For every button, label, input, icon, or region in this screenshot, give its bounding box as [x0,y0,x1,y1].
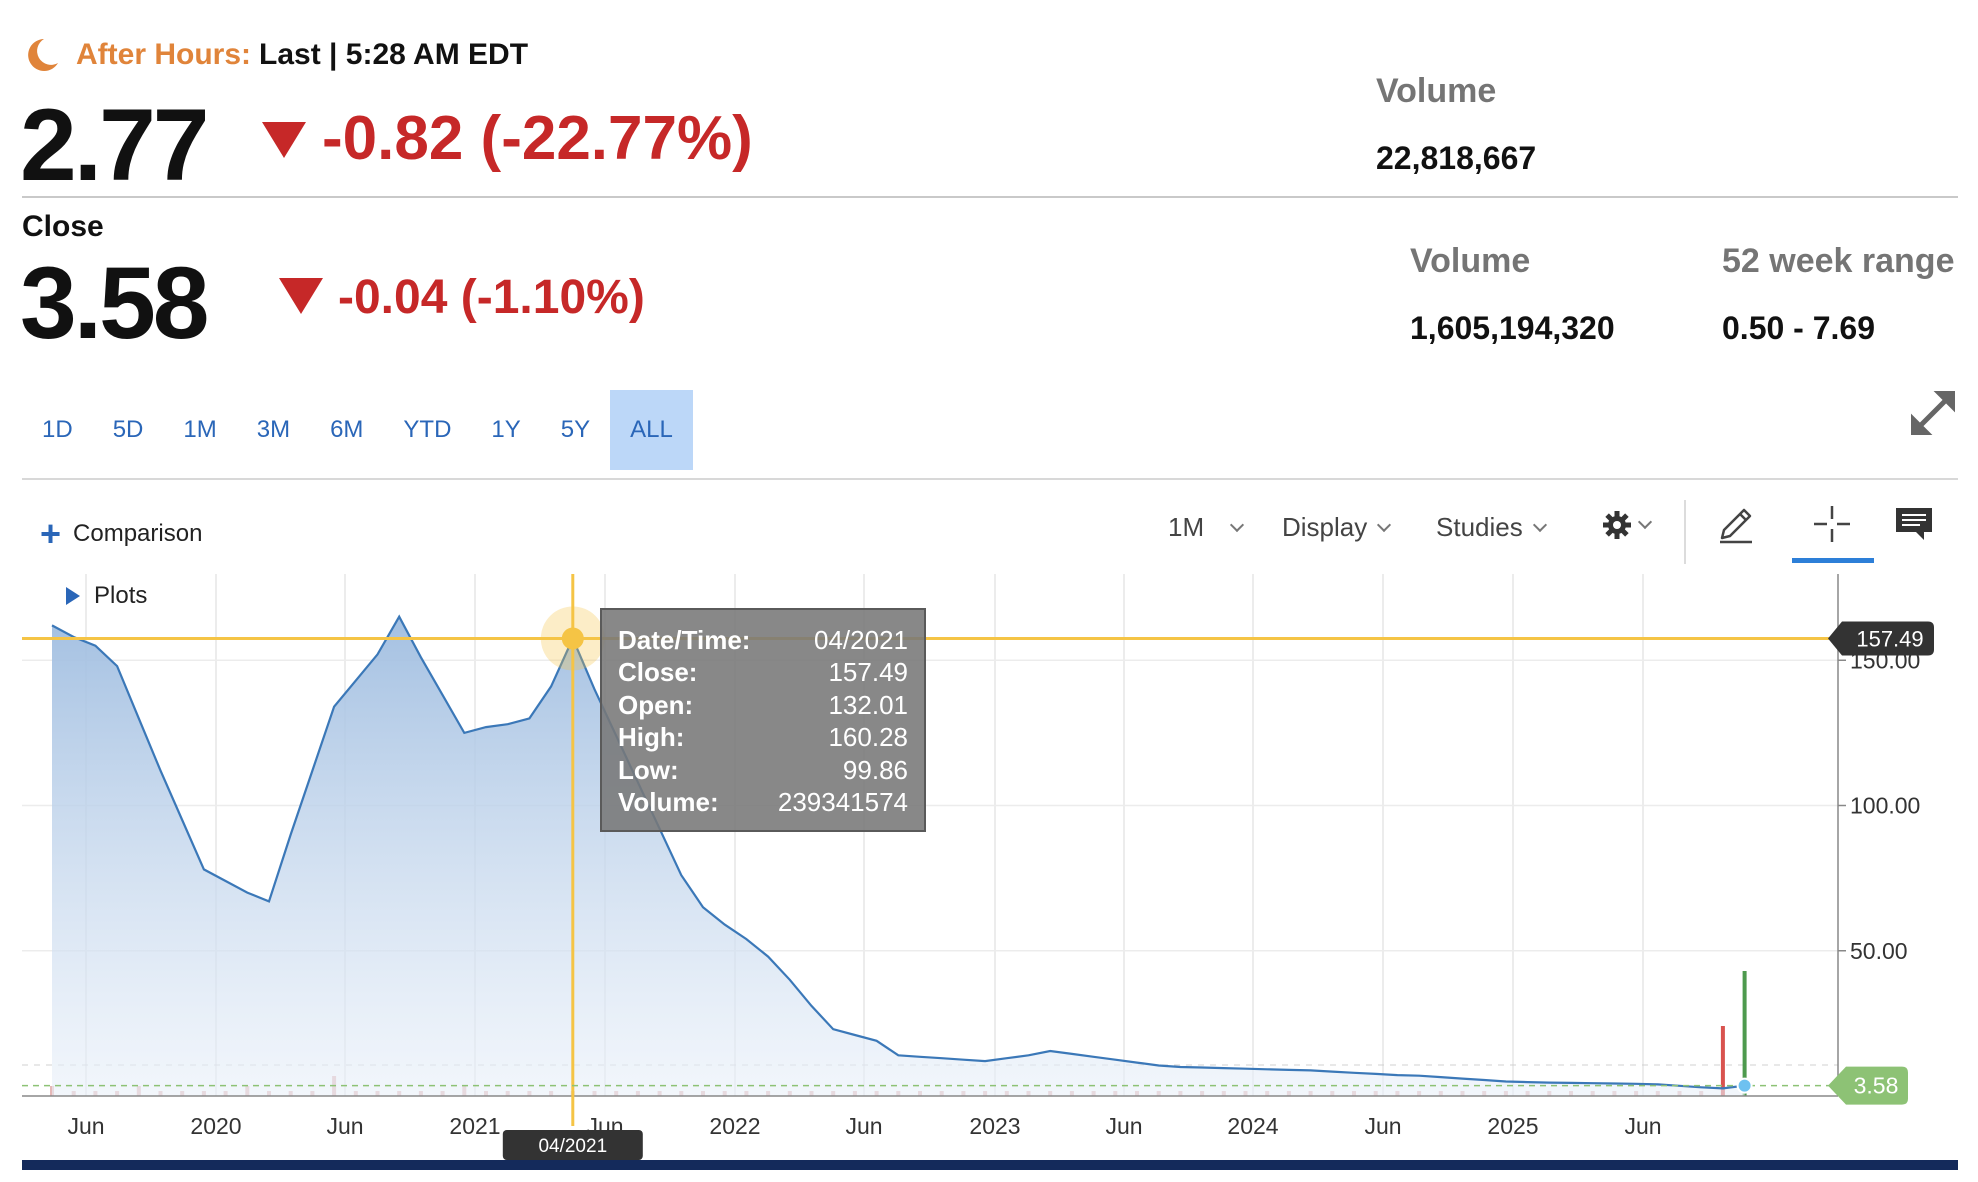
close-volume-label: Volume [1410,242,1531,280]
last-price-point [1736,1077,1753,1094]
y-tick-label: 50.00 [1850,938,1908,964]
interval-dropdown[interactable]: 1M [1168,512,1245,543]
close-volume-value: 1,605,194,320 [1410,310,1615,346]
after-hours-change: -0.82 (-22.77%) [322,104,753,173]
last-price-tag [1828,1066,1908,1105]
x-tick-label: 2020 [190,1113,241,1139]
crosshair-point [561,627,584,650]
x-tick-label: Jun [1105,1113,1142,1139]
tab-5y[interactable]: 5Y [560,416,591,443]
tooltip-low-value: 99.86 [842,754,908,785]
tooltip-date-label: Date/Time: [618,624,751,655]
x-tick-label: Jun [67,1113,104,1139]
x-tick-label: Jun [1364,1113,1401,1139]
tooltip-close-label: Close: [618,657,698,688]
plus-icon: + [40,513,62,554]
after-hours-volume-value: 22,818,667 [1376,140,1537,176]
x-tick-label: Jun [326,1113,363,1139]
tooltip-close-value: 157.49 [828,657,908,688]
tab-1m[interactable]: 1M [183,416,217,443]
after-hours-time: Last | 5:28 AM EDT [259,38,529,71]
crosshair-value-label: 157.49 [1856,626,1923,651]
after-hours-price: 2.77 [20,88,210,202]
plots-label: Plots [94,582,148,609]
down-arrow-icon [279,278,323,314]
down-arrow-icon [262,122,306,158]
after-hours-volume-label: Volume [1376,72,1497,110]
tooltip-high-value: 160.28 [828,722,908,753]
crosshair-icon[interactable] [1810,502,1854,546]
divider [22,196,1958,198]
comment-icon[interactable] [1894,506,1934,542]
price-area [52,616,1745,1096]
tooltip-high-label: High: [618,722,685,753]
navigator-bar[interactable] [22,1160,1958,1170]
expand-triangle-icon [66,587,80,605]
y-tick-label: 100.00 [1850,793,1920,819]
tooltip-low-label: Low: [618,754,679,785]
pencil-icon[interactable] [1714,502,1758,546]
x-tick-label: Jun [845,1113,882,1139]
range-tabs: 1D 5D 1M 3M 6M YTD 1Y 5Y ALL [22,390,693,470]
comparison-button[interactable]: + Comparison [40,516,202,552]
last-price-label: 3.58 [1854,1073,1899,1099]
divider [22,478,1958,480]
toolbar-divider [1684,500,1686,564]
studies-label: Studies [1436,512,1523,542]
comparison-label: Comparison [73,520,203,547]
crosshair-date-tag [502,1130,643,1160]
display-label: Display [1282,512,1368,542]
x-tick-label: Jun [1624,1113,1661,1139]
tooltip-volume-value: 239341574 [777,787,908,818]
moon-icon [28,39,58,71]
tab-5d[interactable]: 5D [112,416,144,443]
expand-icon[interactable] [1906,386,1960,440]
volume-bar [1742,971,1747,1096]
after-hours-row: After Hours: Last | 5:28 AM EDT [22,30,528,80]
crosshair-value-tag [1828,621,1934,656]
tab-all[interactable]: ALL [610,390,693,470]
close-change: -0.04 (-1.10%) [338,271,645,324]
interval-label: 1M [1168,512,1205,542]
close-label: Close [22,210,104,243]
tab-1d[interactable]: 1D [42,416,73,443]
studies-dropdown[interactable]: Studies [1436,512,1547,543]
tab-6m[interactable]: 6M [330,416,364,443]
price-line [51,614,1745,1090]
x-tick-label: 2025 [1487,1113,1538,1139]
tooltip-volume-label: Volume: [618,787,719,818]
week-range-label: 52 week range [1722,242,1955,280]
week-range-value: 0.50 - 7.69 [1722,310,1875,346]
x-tick-label: 2022 [709,1113,760,1139]
display-dropdown[interactable]: Display [1282,512,1392,543]
plots-toggle[interactable]: Plots [66,582,147,610]
crosshair-date-label: 04/2021 [538,1136,607,1157]
gear-icon [1603,511,1631,539]
tooltip-open-value: 132.01 [828,689,908,720]
after-hours-label: After Hours: [76,38,252,71]
settings-dropdown[interactable] [1602,510,1653,540]
volume-bar [1720,1026,1725,1096]
x-tick-label: 2023 [969,1113,1020,1139]
data-tooltip: Date/Time: 04/2021 Close: 157.49 Open: 132.… [600,608,926,832]
tab-3m[interactable]: 3M [256,416,291,443]
close-price: 3.58 [20,246,210,360]
tab-ytd[interactable]: YTD [403,416,452,443]
active-tool-indicator [1792,558,1874,563]
x-tick-label: 2024 [1227,1113,1278,1139]
tab-1y[interactable]: 1Y [491,416,521,443]
x-tick-label: 2021 [449,1113,500,1139]
tooltip-date-value: 04/2021 [814,624,908,655]
tooltip-open-label: Open: [618,689,694,720]
